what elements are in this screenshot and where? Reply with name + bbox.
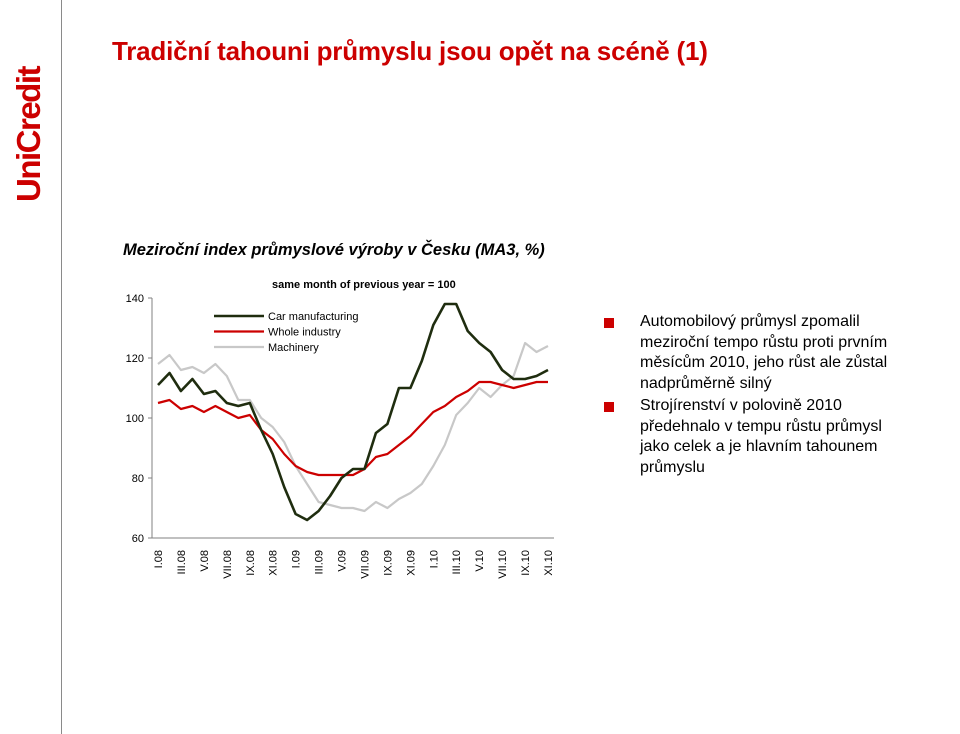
x-tick-label: V.10	[474, 550, 486, 572]
x-tick-label: XI.10	[543, 550, 555, 576]
x-tick-label: IX.08	[245, 550, 257, 576]
legend-label: Machinery	[268, 342, 319, 354]
chart-legend: Car manufacturing Whole industry Machinery	[214, 311, 359, 354]
x-tick-label: V.09	[337, 550, 349, 572]
x-tick-label: I.09	[291, 550, 303, 568]
legend-label: Car manufacturing	[268, 311, 359, 323]
chart-title: Meziroční index průmyslové výroby v Česk…	[123, 241, 545, 259]
series-line-car-manufacturing	[157, 302, 549, 522]
series-line-whole-industry	[157, 380, 548, 477]
y-tick-label: 80	[132, 473, 144, 485]
y-tick-label: 120	[126, 353, 144, 365]
unicredit-logo: UniCredit	[10, 65, 47, 202]
x-tick-label: IX.09	[382, 550, 394, 576]
series-line-machinery	[157, 341, 549, 513]
slide-title: Tradiční tahouni průmyslu jsou opět na s…	[112, 36, 708, 66]
x-tick-label: III.10	[451, 550, 463, 574]
x-tick-label: XI.08	[268, 550, 280, 576]
x-tick-label: VII.10	[497, 550, 509, 579]
x-tick-label: XI.09	[405, 550, 417, 576]
x-tick-label: III.09	[314, 550, 326, 574]
bullet-item: Automobilový průmysl zpomalil meziroční …	[604, 312, 904, 394]
series-layer	[157, 302, 549, 522]
x-tick-label: V.08	[199, 550, 211, 572]
x-tick-label: III.08	[176, 550, 188, 574]
square-bullet-icon	[604, 318, 614, 328]
chart-labels: 60 80 100 120 140 I.08 III.08 V.08 VII.08 IX.08 XI…	[126, 279, 555, 579]
x-tick-label: IX.10	[520, 550, 532, 576]
y-tick-label: 140	[126, 293, 144, 305]
y-tick-label: 60	[132, 533, 144, 545]
x-tick-label: VII.08	[222, 550, 234, 579]
y-tick-label: 100	[126, 413, 144, 425]
bullet-text: Automobilový průmysl zpomalil meziroční …	[640, 313, 888, 392]
svg-text:UniCredit: UniCredit	[10, 65, 47, 202]
bullet-text: Strojírenství v polovině 2010 předehnalo…	[640, 397, 882, 476]
chart-subtitle: same month of previous year = 100	[272, 279, 456, 291]
sidebar-rule	[61, 0, 62, 734]
bullet-list: Automobilový průmysl zpomalil meziroční …	[604, 312, 904, 480]
bullet-item: Strojírenství v polovině 2010 předehnalo…	[604, 396, 904, 478]
x-tick-label: I.08	[153, 550, 165, 568]
square-bullet-icon	[604, 402, 614, 412]
legend-label: Whole industry	[268, 327, 341, 339]
x-tick-label: I.10	[428, 550, 440, 568]
chart-axes	[148, 297, 554, 539]
x-tick-label: VII.09	[359, 550, 371, 579]
